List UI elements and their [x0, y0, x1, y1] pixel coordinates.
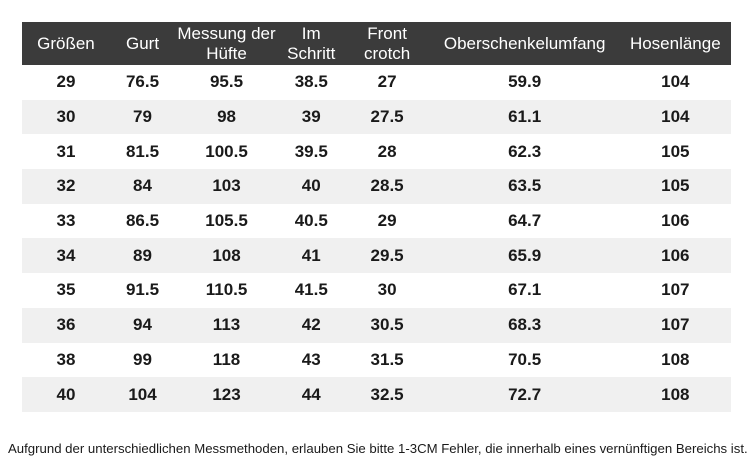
table-cell: 67.1: [508, 280, 542, 300]
table-cell: 62.3: [508, 141, 542, 161]
table-cell: 99: [133, 349, 152, 369]
table-cell: 41.5: [294, 280, 328, 300]
table-cell: 30.5: [370, 315, 404, 335]
table-cell: 30: [377, 280, 397, 300]
table-cell: 123: [212, 384, 241, 404]
table-cell: 29: [377, 211, 397, 231]
table-cell: 105: [661, 176, 690, 196]
table-cell: 79: [133, 107, 152, 127]
table-cell: 39.5: [294, 141, 328, 161]
table-cell: 86.5: [125, 211, 160, 231]
table-cell: 33: [56, 211, 76, 231]
table-cell: 118: [212, 349, 241, 369]
table-cell: 104: [128, 384, 157, 404]
table-cell: 34: [56, 245, 76, 265]
table-cell: 91.5: [125, 280, 160, 300]
table-cell: 29.5: [370, 245, 404, 265]
table-cell: 104: [661, 72, 690, 92]
table-cell: 61.1: [508, 107, 542, 127]
table-cell: 28: [377, 141, 397, 161]
table-cell: 32: [56, 176, 76, 196]
table-row: 29 76.5 95.5 38.5 27 59.9 104: [22, 65, 731, 100]
table-cell: 35: [56, 280, 76, 300]
size-table: Größen Gurt Messung der Hüfte Im Schritt Fro…: [22, 22, 731, 412]
table-cell: 38.5: [294, 72, 328, 92]
table-cell: 30: [56, 107, 76, 127]
table-cell: 72.7: [508, 384, 542, 404]
table-cell: 27: [377, 72, 397, 92]
table-row: 40 104 123 44 32.5 72.7 108: [22, 377, 731, 412]
table-cell: 64.7: [508, 211, 542, 231]
table-cell: 28.5: [370, 176, 404, 196]
table-cell: 84: [133, 176, 152, 196]
table-cell: 36: [56, 315, 76, 335]
table-cell: 110.5: [205, 280, 248, 300]
table-cell: 41: [301, 245, 321, 265]
table-row: 30 79 98 39 27.5 61.1 104: [22, 99, 731, 135]
table-cell: 38: [56, 349, 76, 369]
table-body: 29 76.5 95.5 38.5 27 59.9 104 30 79 98 39 27.5 61.1 1…: [22, 65, 731, 412]
column-header: Oberschenkelumfang: [443, 33, 606, 53]
table-cell: 95.5: [209, 72, 244, 92]
table-cell: 113: [212, 315, 241, 335]
table-cell: 100.5: [205, 141, 248, 161]
column-header: Messung der Hüfte: [177, 24, 276, 63]
table-header-row: Größen Gurt Messung der Hüfte Im Schritt Fro…: [22, 22, 731, 65]
size-table-container: Größen Gurt Messung der Hüfte Im Schritt Fro…: [22, 22, 731, 412]
table-cell: 70.5: [508, 349, 542, 369]
table-cell: 94: [133, 315, 152, 335]
table-cell: 32.5: [370, 384, 404, 404]
table-cell: 108: [212, 245, 241, 265]
column-header: Größen: [37, 33, 95, 53]
column-header: Im Schritt: [287, 24, 336, 63]
table-cell: 63.5: [508, 176, 542, 196]
column-header: Gurt: [125, 33, 160, 53]
table-cell: 43: [301, 349, 321, 369]
table-cell: 42: [301, 315, 321, 335]
table-cell: 65.9: [508, 245, 542, 265]
table-cell: 107: [661, 280, 690, 300]
table-cell: 106: [661, 211, 690, 231]
table-row: 38 99 118 43 31.5 70.5 108: [22, 342, 731, 378]
measurement-note: Aufgrund der unterschiedlichen Messmetho…: [8, 441, 748, 456]
table-cell: 105.5: [205, 211, 248, 231]
table-cell: 108: [661, 349, 690, 369]
table-row: 35 91.5 110.5 41.5 30 67.1 107: [22, 273, 731, 308]
table-cell: 29: [56, 72, 76, 92]
column-header: Front crotch: [363, 24, 411, 63]
table-cell: 44: [301, 384, 321, 404]
table-cell: 108: [661, 384, 690, 404]
table-cell: 40: [301, 176, 321, 196]
table-row: 33 86.5 105.5 40.5 29 64.7 106: [22, 203, 731, 239]
table-cell: 81.5: [125, 141, 160, 161]
table-cell: 31: [56, 141, 76, 161]
table-row: 34 89 108 41 29.5 65.9 106: [22, 238, 731, 274]
table-cell: 40: [56, 384, 76, 404]
table-row: 32 84 103 40 28.5 63.5 105: [22, 169, 731, 204]
table-cell: 39: [301, 107, 321, 127]
table-cell: 40.5: [294, 211, 328, 231]
table-cell: 76.5: [125, 72, 160, 92]
column-header: Hosenlänge: [629, 33, 721, 53]
table-cell: 98: [217, 107, 236, 127]
table-cell: 31.5: [370, 349, 404, 369]
table-cell: 59.9: [508, 72, 542, 92]
table-cell: 27.5: [370, 107, 404, 127]
table-cell: 105: [661, 141, 690, 161]
table-cell: 68.3: [508, 315, 542, 335]
table-row: 36 94 113 42 30.5 68.3 107: [22, 307, 731, 343]
table-cell: 89: [133, 245, 152, 265]
table-cell: 106: [661, 245, 690, 265]
table-cell: 104: [661, 107, 690, 127]
table-cell: 103: [212, 176, 241, 196]
table-row: 31 81.5 100.5 39.5 28 62.3 105: [22, 134, 731, 170]
table-cell: 107: [661, 315, 690, 335]
